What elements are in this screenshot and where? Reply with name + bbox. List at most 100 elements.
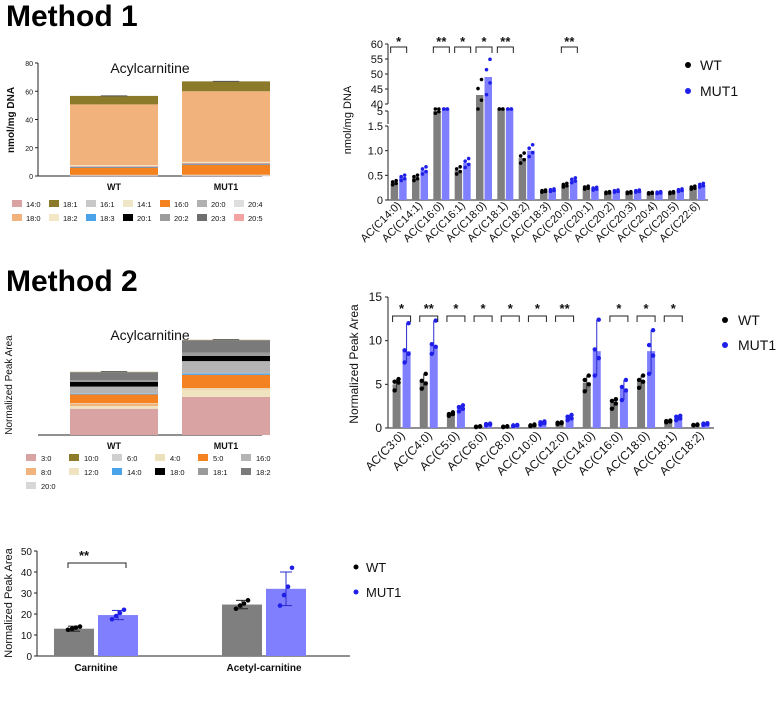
m1-bar-wt xyxy=(518,158,527,200)
m1-sig-label: ** xyxy=(436,34,447,49)
m2-carn-bar-wt xyxy=(54,628,94,656)
m1-point-wt xyxy=(604,190,608,195)
m2-carn-point-wt xyxy=(73,625,79,630)
m1-point-mut1 xyxy=(698,185,702,189)
m1-point-mut1 xyxy=(402,173,407,177)
m1-point-mut1 xyxy=(658,189,663,194)
m2-carn-point-wt xyxy=(237,603,243,608)
m2-carn-point-wt xyxy=(245,598,251,603)
m1-legend-swatch xyxy=(160,200,170,207)
m2-point-mut1 xyxy=(701,421,706,426)
m1-point-wt xyxy=(415,176,420,181)
m1-point-wt xyxy=(518,161,523,165)
m1-legend-label: 20:2 xyxy=(174,214,189,223)
m1-bar-wt xyxy=(476,95,484,200)
m2-legend-swatch xyxy=(112,468,122,475)
m1-point-mut1 xyxy=(530,150,535,155)
m2-legend-swatch xyxy=(69,454,79,461)
m2-point-wt xyxy=(664,418,669,424)
m2-legend-swatch xyxy=(26,482,36,489)
m1-dot-ytick-label: 60 xyxy=(371,39,383,51)
m2-sig-label: ** xyxy=(560,301,571,316)
m1-legend-swatch xyxy=(197,200,207,207)
m1-legend-swatch xyxy=(160,214,170,221)
m2-point-mut1 xyxy=(646,342,652,348)
m2-stack-seg xyxy=(70,372,158,381)
m2-legend-label: 14:0 xyxy=(127,468,142,477)
m2-point-mut1 xyxy=(650,353,656,358)
m1-point-wt xyxy=(476,86,480,91)
m1-point-wt xyxy=(561,185,566,189)
m2-carn-point-mut1 xyxy=(289,565,295,571)
m2-bar-wt xyxy=(691,424,700,428)
m1-legend-mut1: MUT1 xyxy=(700,83,738,99)
m1-point-mut1 xyxy=(484,92,489,97)
m1-legend-label: 14:1 xyxy=(137,200,152,209)
m2-point-mut1 xyxy=(460,403,466,408)
m1-stack-ylabel: nmol/mg DNA xyxy=(6,87,17,153)
m2-stack-seg xyxy=(70,393,158,394)
m2-legend-swatch xyxy=(155,468,165,475)
m2-carn-ytick-label: 50 xyxy=(21,547,33,558)
m2-point-mut1 xyxy=(646,371,652,377)
m2-point-wt xyxy=(691,422,696,428)
m1-point-mut1 xyxy=(552,187,556,191)
m1-legend-label: 20:1 xyxy=(137,214,152,223)
m1-point-mut1 xyxy=(655,190,659,195)
m2-point-wt xyxy=(640,379,646,384)
m2-sig-label: * xyxy=(399,301,405,316)
m2-point-wt xyxy=(609,398,615,404)
m1-stack-ytick-label: 80 xyxy=(25,61,33,68)
m2-carn-ytick-label: 40 xyxy=(21,568,33,579)
m1-bar-wt xyxy=(625,192,633,200)
m2-legend-swatch xyxy=(26,454,36,461)
m1-point-wt xyxy=(629,189,633,194)
m1-point-mut1 xyxy=(445,107,450,111)
m2-bar-wt xyxy=(582,382,591,428)
m2-sig-bracket xyxy=(392,315,412,322)
m1-point-wt xyxy=(458,169,462,174)
m2-point-mut1 xyxy=(619,397,625,403)
m1-point-wt xyxy=(561,182,566,187)
m2-carn-legend-mut1: MUT1 xyxy=(366,585,401,600)
m2-stack-seg xyxy=(70,408,158,435)
m1-bar-wt xyxy=(540,191,548,200)
m1-point-wt xyxy=(412,178,416,183)
m1-bar-mut1 xyxy=(505,109,514,200)
m1-legend-swatch xyxy=(197,214,207,221)
m1-stack-seg xyxy=(70,166,158,167)
m1-point-wt xyxy=(543,188,548,192)
m1-sig-bracket xyxy=(390,46,408,53)
m2-point-mut1 xyxy=(402,360,407,365)
m1-stack-xlabel: WT xyxy=(107,182,121,192)
m2-legend-label: 3:0 xyxy=(41,454,51,463)
m1-point-wt xyxy=(586,184,590,188)
m1-bar-mut1 xyxy=(399,177,407,200)
m2-sig-bracket xyxy=(473,315,493,322)
m2-point-mut1 xyxy=(569,412,574,418)
m2-stack-seg xyxy=(70,393,158,395)
m2-point-mut1 xyxy=(565,417,570,423)
m2-point-wt xyxy=(423,371,428,377)
m2-stack-seg xyxy=(70,386,158,394)
m1-dot-ytick-label: 1.0 xyxy=(368,146,383,158)
m1-point-mut1 xyxy=(701,181,706,186)
m1-legend-wt: WT xyxy=(700,57,722,73)
m1-stack-seg xyxy=(182,175,270,176)
m2-bar-mut1 xyxy=(592,351,601,428)
m2-carn-ytick-label: 10 xyxy=(21,631,33,642)
m1-stack-seg xyxy=(70,95,158,105)
m1-legend-label: 16:1 xyxy=(100,200,115,209)
m2-point-mut1 xyxy=(538,420,543,425)
m2-carn-point-wt xyxy=(233,606,239,612)
m1-point-mut1 xyxy=(463,159,467,163)
m1-stack-title: Acylcarnitine xyxy=(110,60,190,76)
m2-legend-label: 6:0 xyxy=(127,454,137,463)
m1-point-mut1 xyxy=(527,154,531,159)
m2-dot-chart: Normalized Peak Area051015AC(C3:0)AC(C4:… xyxy=(347,290,776,478)
m2-point-mut1 xyxy=(705,420,710,426)
m2-point-mut1 xyxy=(674,414,679,419)
m2-point-wt xyxy=(668,418,673,423)
m1-stack-seg xyxy=(70,104,158,166)
